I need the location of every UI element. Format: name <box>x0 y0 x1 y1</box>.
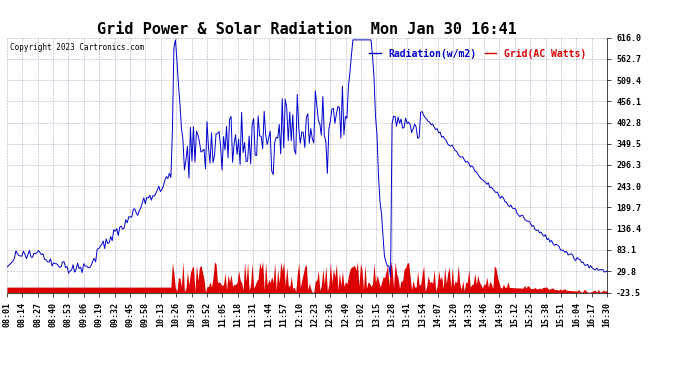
Text: Copyright 2023 Cartronics.com: Copyright 2023 Cartronics.com <box>10 43 144 52</box>
Legend: Radiation(w/m2), Grid(AC Watts): Radiation(w/m2), Grid(AC Watts) <box>366 45 591 63</box>
Title: Grid Power & Solar Radiation  Mon Jan 30 16:41: Grid Power & Solar Radiation Mon Jan 30 … <box>97 22 517 38</box>
